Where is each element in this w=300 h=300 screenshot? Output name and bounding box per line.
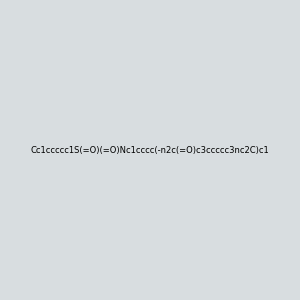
Text: Cc1ccccc1S(=O)(=O)Nc1cccc(-n2c(=O)c3ccccc3nc2C)c1: Cc1ccccc1S(=O)(=O)Nc1cccc(-n2c(=O)c3cccc…: [31, 146, 269, 154]
